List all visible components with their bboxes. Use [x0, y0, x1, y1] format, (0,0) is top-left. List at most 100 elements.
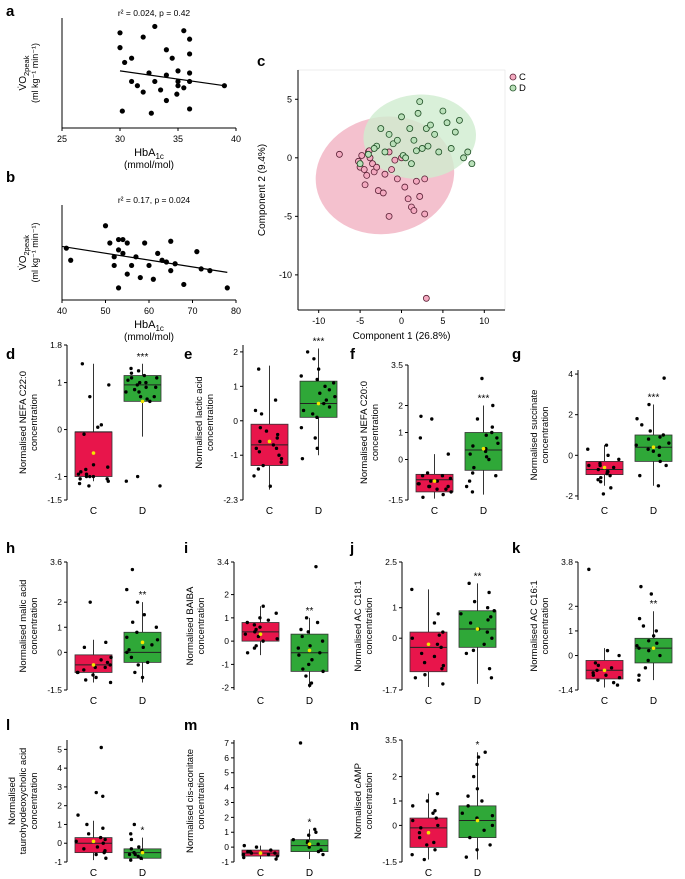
data-point-d	[126, 378, 130, 382]
data-point-i	[320, 639, 325, 643]
mean-marker-n	[475, 818, 480, 823]
category-label-h: C	[90, 696, 97, 707]
y-tick-label-i: 0	[224, 636, 229, 646]
data-point-h	[108, 680, 113, 685]
data-point-k	[658, 653, 662, 658]
data-point-i	[299, 627, 303, 632]
data-point-g	[596, 477, 600, 482]
data-point-k	[593, 661, 598, 665]
data-point-k	[617, 675, 622, 680]
y-tick-label-e: 0	[233, 416, 238, 426]
data-point-e	[259, 412, 264, 416]
ylabel-m: concentration	[196, 772, 207, 829]
data-point-e	[275, 432, 280, 437]
data-point-e	[268, 484, 272, 488]
data-point-f	[430, 417, 434, 421]
pca-point-C	[373, 163, 381, 171]
y-tick-label-l: -1	[54, 857, 62, 867]
data-point-j	[487, 590, 491, 595]
panel-label-f: f	[350, 346, 356, 363]
y-tick-label-c: -5	[284, 211, 292, 221]
y-tick-label-m: 6	[224, 753, 229, 763]
pca-point-D	[460, 154, 468, 162]
y-tick-label-g: -2	[565, 491, 573, 501]
data-point-f	[435, 487, 439, 491]
data-point-n	[432, 840, 436, 845]
data-point-d	[99, 423, 104, 427]
data-point-i	[301, 667, 305, 671]
data-point-d	[124, 390, 128, 394]
data-point-g	[635, 417, 639, 421]
y-tick-label-n: -1.5	[382, 857, 397, 867]
data-point-m	[291, 837, 296, 842]
data-point-n	[476, 755, 481, 759]
data-point-n	[433, 809, 437, 813]
data-point-d	[84, 467, 88, 472]
category-label-k: C	[601, 696, 608, 707]
data-point-e	[324, 398, 329, 402]
data-point-h	[109, 655, 113, 660]
significance-e: ***	[313, 336, 325, 347]
data-point-a	[129, 55, 135, 61]
data-point-n	[483, 750, 487, 754]
ylabel-units-b: (ml kg⁻¹ min⁻¹)	[30, 223, 40, 283]
category-label-m: C	[257, 868, 264, 879]
data-point-b	[142, 240, 148, 246]
mean-marker-m	[307, 842, 312, 846]
data-point-k	[637, 646, 641, 650]
data-point-b	[150, 276, 156, 282]
data-point-j	[489, 615, 493, 619]
x-tick-label-b: 80	[231, 306, 241, 316]
data-point-j	[436, 612, 440, 616]
data-point-n	[431, 811, 435, 815]
data-point-f	[470, 471, 475, 475]
ylabel-j: concentration	[364, 597, 375, 654]
data-point-a	[129, 78, 135, 85]
data-point-j	[489, 676, 494, 680]
data-point-d	[148, 399, 152, 404]
ylabel-g: Normalised succinate	[529, 390, 540, 481]
data-point-e	[264, 429, 269, 433]
data-point-m	[241, 852, 246, 857]
data-point-d	[91, 463, 96, 467]
data-point-e	[318, 391, 322, 395]
data-point-d	[124, 479, 129, 483]
mean-marker-i	[258, 632, 263, 636]
category-label-k: D	[650, 696, 657, 707]
data-point-e	[257, 450, 262, 454]
data-point-k	[587, 567, 591, 572]
data-point-g	[657, 445, 662, 449]
y-tick-label-l: 5	[57, 744, 62, 754]
data-point-e	[315, 377, 319, 382]
panel-label-k: k	[512, 540, 521, 557]
data-point-d	[136, 369, 141, 373]
y-tick-label-h: -1.5	[47, 685, 62, 695]
data-point-j	[472, 599, 477, 604]
ellipse-d	[363, 94, 476, 179]
data-point-j	[432, 621, 437, 625]
data-point-e	[301, 408, 306, 413]
data-point-i	[253, 630, 257, 634]
ylabel-e: Normalised lactic acid	[194, 376, 205, 468]
data-point-f	[494, 474, 498, 478]
ylabel-i: concentration	[196, 597, 207, 654]
data-point-a	[187, 51, 193, 57]
data-point-i	[300, 634, 304, 639]
data-point-f	[429, 479, 433, 483]
data-point-e	[271, 443, 276, 447]
data-point-d	[135, 383, 139, 387]
data-point-m	[316, 849, 321, 854]
mean-marker-l	[140, 850, 145, 855]
data-point-j	[441, 630, 445, 634]
panel-label-n: n	[350, 717, 359, 734]
data-point-n	[417, 835, 422, 840]
pca-point-D	[393, 136, 401, 144]
data-point-a	[175, 78, 181, 85]
ylabel-i: Normalised BAIBA	[185, 586, 196, 665]
data-point-f	[449, 490, 453, 494]
mean-marker-d	[91, 451, 96, 455]
data-point-b	[224, 285, 230, 291]
data-point-e	[322, 401, 326, 406]
data-point-k	[596, 678, 600, 682]
data-point-d	[78, 477, 82, 481]
